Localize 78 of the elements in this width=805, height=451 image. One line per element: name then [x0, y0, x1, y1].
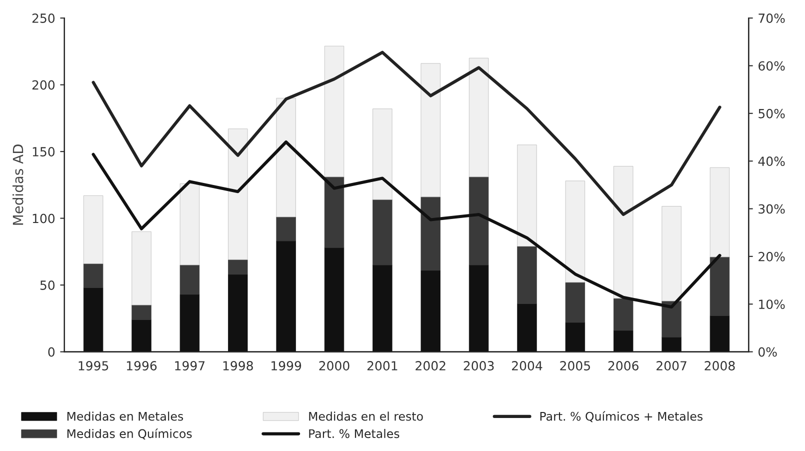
bar: [276, 98, 296, 218]
bar: [132, 304, 152, 320]
bar: [276, 240, 296, 352]
bar: [132, 231, 152, 306]
bar: [710, 256, 730, 316]
legend-label: Part. % Químicos + Metales: [540, 411, 703, 422]
bar: [228, 259, 248, 275]
bar: [83, 195, 104, 264]
x-tick-label: 1999: [272, 361, 302, 370]
line-series: [92, 140, 722, 308]
y2-tick-label: 50%: [758, 108, 785, 118]
bar: [614, 166, 634, 299]
bar: [132, 320, 152, 352]
bar: [565, 322, 586, 352]
bar: [468, 176, 489, 266]
y2-tick-label: 20%: [758, 252, 785, 262]
legend-label: Medidas en Metales: [67, 412, 184, 421]
bar: [228, 128, 248, 260]
y-tick-label: 250: [32, 14, 55, 23]
x-tick-label: 1995: [78, 361, 108, 370]
x-tick-label: 2002: [416, 361, 446, 370]
bar: [420, 196, 440, 271]
bar: [372, 199, 392, 266]
bar: [517, 246, 537, 304]
y-tick-label: 200: [32, 80, 55, 90]
y-tick-label: 100: [32, 214, 55, 224]
bar: [662, 336, 682, 352]
x-tick-label: 2001: [367, 361, 398, 370]
bar: [710, 316, 730, 352]
legend-label: Medidas en el resto: [309, 412, 423, 421]
bar: [614, 298, 634, 331]
y2-tick-label: 0%: [758, 347, 777, 357]
y-axis-title: Medidas AD: [12, 144, 24, 225]
x-tick-label: 1997: [175, 361, 205, 370]
bar: [372, 264, 392, 352]
x-tick-label: 2007: [656, 361, 686, 370]
bar: [662, 300, 682, 338]
x-tick-label: 2004: [512, 361, 542, 370]
line-series: [92, 50, 722, 216]
bar: [565, 180, 586, 283]
bar: [324, 176, 344, 248]
bar: [180, 264, 200, 295]
bar: [468, 264, 489, 352]
bar: [517, 304, 537, 352]
y-tick-label: 0: [48, 347, 55, 357]
bar: [83, 263, 104, 288]
bar: [276, 216, 296, 242]
bar: [324, 46, 344, 178]
bar: [180, 183, 200, 266]
y2-tick-label: 60%: [758, 61, 785, 71]
x-tick-label: 2008: [704, 361, 735, 370]
y-tick-label: 50: [40, 280, 55, 290]
x-tick-label: 1998: [223, 361, 253, 370]
bar: [710, 167, 730, 258]
bar: [662, 206, 682, 302]
legend-label: Medidas en Químicos: [67, 428, 192, 440]
x-tick-label: 2006: [608, 361, 638, 370]
bar: [83, 287, 104, 352]
bar: [228, 274, 248, 352]
y-tick-label: 150: [32, 147, 55, 156]
bar: [468, 58, 489, 178]
bar: [180, 294, 200, 352]
bar: [420, 63, 440, 198]
x-tick-label: 2005: [560, 361, 590, 370]
x-tick-label: 1996: [126, 361, 157, 370]
x-tick-label: 2003: [464, 361, 494, 370]
y2-tick-label: 30%: [758, 204, 785, 214]
legend-label: Part. % Metales: [309, 428, 400, 438]
y2-tick-label: 10%: [759, 300, 785, 310]
bar: [324, 247, 344, 352]
y2-tick-label: 70%: [758, 14, 785, 23]
bar: [614, 330, 634, 352]
bar: [372, 108, 392, 200]
bar: [420, 270, 440, 352]
y2-tick-label: 40%: [758, 156, 785, 166]
bar: [517, 144, 537, 247]
bar: [565, 282, 586, 323]
x-tick-label: 2000: [319, 361, 350, 370]
